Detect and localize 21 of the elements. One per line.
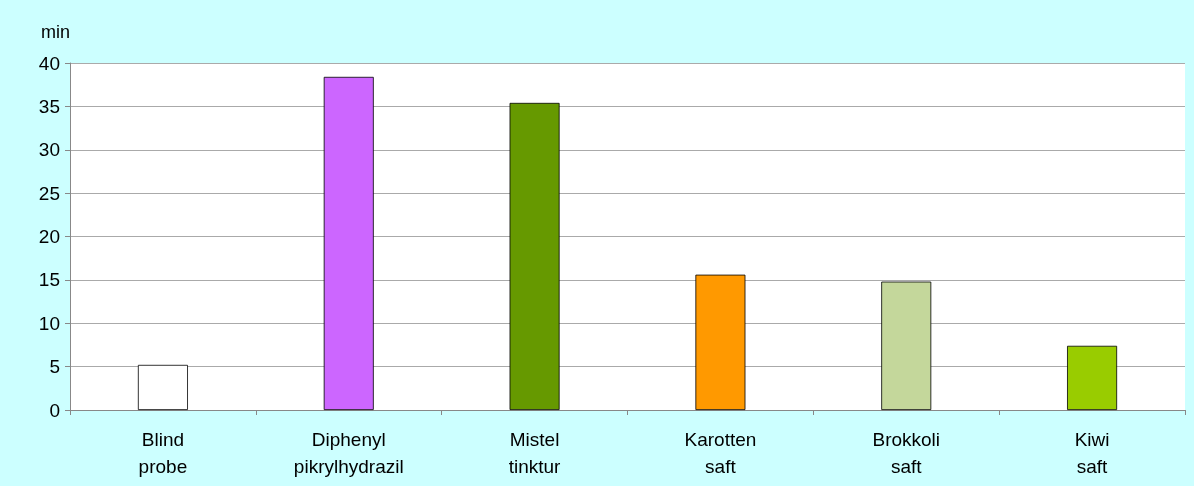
x-tick-label: Blind probe (138, 429, 188, 477)
x-tick-label: Diphenyl pikrylhydrazil (293, 429, 404, 477)
y-tick-label: 30 (38, 139, 60, 161)
x-tick-label: Brokkoli saft (872, 429, 941, 477)
y-axis-title: min (40, 22, 70, 42)
y-tick-label: 15 (38, 269, 60, 291)
x-tick-label: Karotten saft (684, 429, 757, 477)
y-tick-label: 25 (38, 182, 60, 204)
y-tick-label: 10 (38, 312, 60, 334)
y-tick-label: 5 (49, 356, 60, 378)
y-tick-label: 0 (49, 399, 60, 421)
bar (1067, 345, 1118, 410)
y-tick-label: 20 (38, 226, 60, 247)
y-tick-label: 35 (38, 95, 60, 117)
bar (323, 76, 374, 410)
x-tick-label: Mistel tinktur (508, 429, 562, 477)
bar (509, 102, 560, 410)
y-tick-label: 40 (38, 52, 60, 74)
x-tick-label: Kiwi saft (1074, 429, 1110, 477)
bar (881, 281, 932, 410)
bar (695, 274, 746, 410)
